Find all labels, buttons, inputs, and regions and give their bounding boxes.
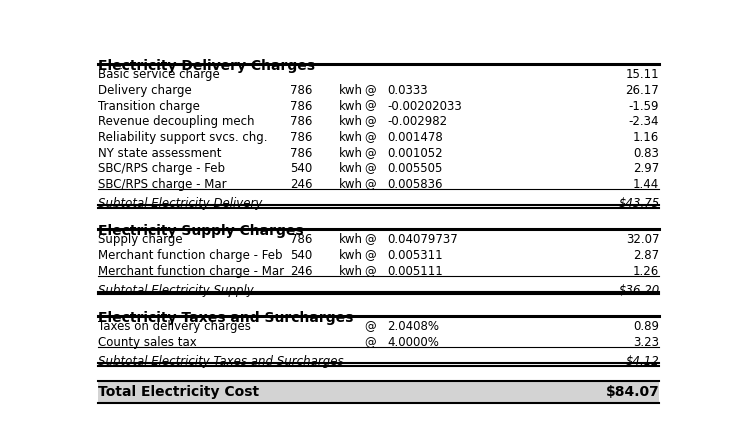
Text: -1.59: -1.59: [629, 100, 659, 112]
Text: @: @: [364, 265, 376, 278]
Text: 1.44: 1.44: [633, 178, 659, 191]
Text: kwh: kwh: [338, 84, 363, 97]
Text: Electricity Supply Charges: Electricity Supply Charges: [98, 224, 304, 238]
Text: 2.0408%: 2.0408%: [387, 320, 439, 333]
Text: Subtotal Electricity Delivery: Subtotal Electricity Delivery: [98, 198, 262, 210]
Text: @: @: [364, 131, 376, 144]
Text: Basic service charge: Basic service charge: [98, 68, 219, 81]
Text: @: @: [364, 147, 376, 159]
Text: $36.20: $36.20: [618, 285, 659, 297]
Text: @: @: [364, 249, 376, 262]
Text: 1.16: 1.16: [633, 131, 659, 144]
Text: @: @: [364, 320, 376, 333]
Text: @: @: [364, 115, 376, 128]
Text: Delivery charge: Delivery charge: [98, 84, 192, 97]
Text: -2.34: -2.34: [629, 115, 659, 128]
Text: Transition charge: Transition charge: [98, 100, 200, 112]
Text: Reliability support svcs. chg.: Reliability support svcs. chg.: [98, 131, 268, 144]
Text: 32.07: 32.07: [626, 233, 659, 246]
Text: @: @: [364, 162, 376, 175]
Text: 786: 786: [290, 84, 313, 97]
Text: kwh: kwh: [338, 162, 363, 175]
Text: 2.87: 2.87: [633, 249, 659, 262]
Text: SBC/RPS charge - Feb: SBC/RPS charge - Feb: [98, 162, 225, 175]
Text: 0.001478: 0.001478: [387, 131, 443, 144]
Text: 1.26: 1.26: [633, 265, 659, 278]
Text: kwh: kwh: [338, 249, 363, 262]
Text: Merchant function charge - Mar: Merchant function charge - Mar: [98, 265, 285, 278]
Text: @: @: [364, 336, 376, 349]
Text: NY state assessment: NY state assessment: [98, 147, 222, 159]
Text: 0.89: 0.89: [633, 320, 659, 333]
Text: 786: 786: [290, 147, 313, 159]
Text: @: @: [364, 100, 376, 112]
Text: Electricity Delivery Charges: Electricity Delivery Charges: [98, 59, 315, 73]
Text: 15.11: 15.11: [626, 68, 659, 81]
Text: 786: 786: [290, 131, 313, 144]
Text: 0.005111: 0.005111: [387, 265, 443, 278]
Text: Supply charge: Supply charge: [98, 233, 183, 246]
Text: Subtotal Electricity Supply: Subtotal Electricity Supply: [98, 285, 254, 297]
Bar: [98, 381, 659, 403]
Text: Merchant function charge - Feb: Merchant function charge - Feb: [98, 249, 282, 262]
Text: 0.001052: 0.001052: [387, 147, 443, 159]
Text: kwh: kwh: [338, 178, 363, 191]
Text: @: @: [364, 84, 376, 97]
Text: 786: 786: [290, 233, 313, 246]
Text: 3.23: 3.23: [633, 336, 659, 349]
Text: kwh: kwh: [338, 115, 363, 128]
Text: kwh: kwh: [338, 147, 363, 159]
Text: 4.0000%: 4.0000%: [387, 336, 439, 349]
Text: $43.75: $43.75: [618, 198, 659, 210]
Text: 0.83: 0.83: [633, 147, 659, 159]
Text: $4.12: $4.12: [626, 355, 659, 368]
Text: 246: 246: [290, 178, 313, 191]
Text: 2.97: 2.97: [633, 162, 659, 175]
Text: 540: 540: [290, 249, 313, 262]
Text: kwh: kwh: [338, 100, 363, 112]
Text: -0.00202033: -0.00202033: [387, 100, 462, 112]
Text: SBC/RPS charge - Mar: SBC/RPS charge - Mar: [98, 178, 227, 191]
Text: Subtotal Electricity Taxes and Surcharges: Subtotal Electricity Taxes and Surcharge…: [98, 355, 344, 368]
Text: 786: 786: [290, 115, 313, 128]
Text: 786: 786: [290, 100, 313, 112]
Text: 540: 540: [290, 162, 313, 175]
Text: kwh: kwh: [338, 265, 363, 278]
Text: 0.005311: 0.005311: [387, 249, 443, 262]
Text: Electricity Taxes and Surcharges: Electricity Taxes and Surcharges: [98, 311, 353, 325]
Text: 26.17: 26.17: [626, 84, 659, 97]
Text: 0.0333: 0.0333: [387, 84, 428, 97]
Text: County sales tax: County sales tax: [98, 336, 197, 349]
Text: @: @: [364, 178, 376, 191]
Text: Total Electricity Cost: Total Electricity Cost: [98, 385, 259, 399]
Text: kwh: kwh: [338, 233, 363, 246]
Text: @: @: [364, 233, 376, 246]
Text: kwh: kwh: [338, 131, 363, 144]
Text: $84.07: $84.07: [606, 385, 659, 399]
Text: 0.005836: 0.005836: [387, 178, 443, 191]
Text: Revenue decoupling mech: Revenue decoupling mech: [98, 115, 255, 128]
Text: 0.04079737: 0.04079737: [387, 233, 458, 246]
Text: Taxes on delivery charges: Taxes on delivery charges: [98, 320, 251, 333]
Text: -0.002982: -0.002982: [387, 115, 447, 128]
Text: 246: 246: [290, 265, 313, 278]
Text: 0.005505: 0.005505: [387, 162, 443, 175]
